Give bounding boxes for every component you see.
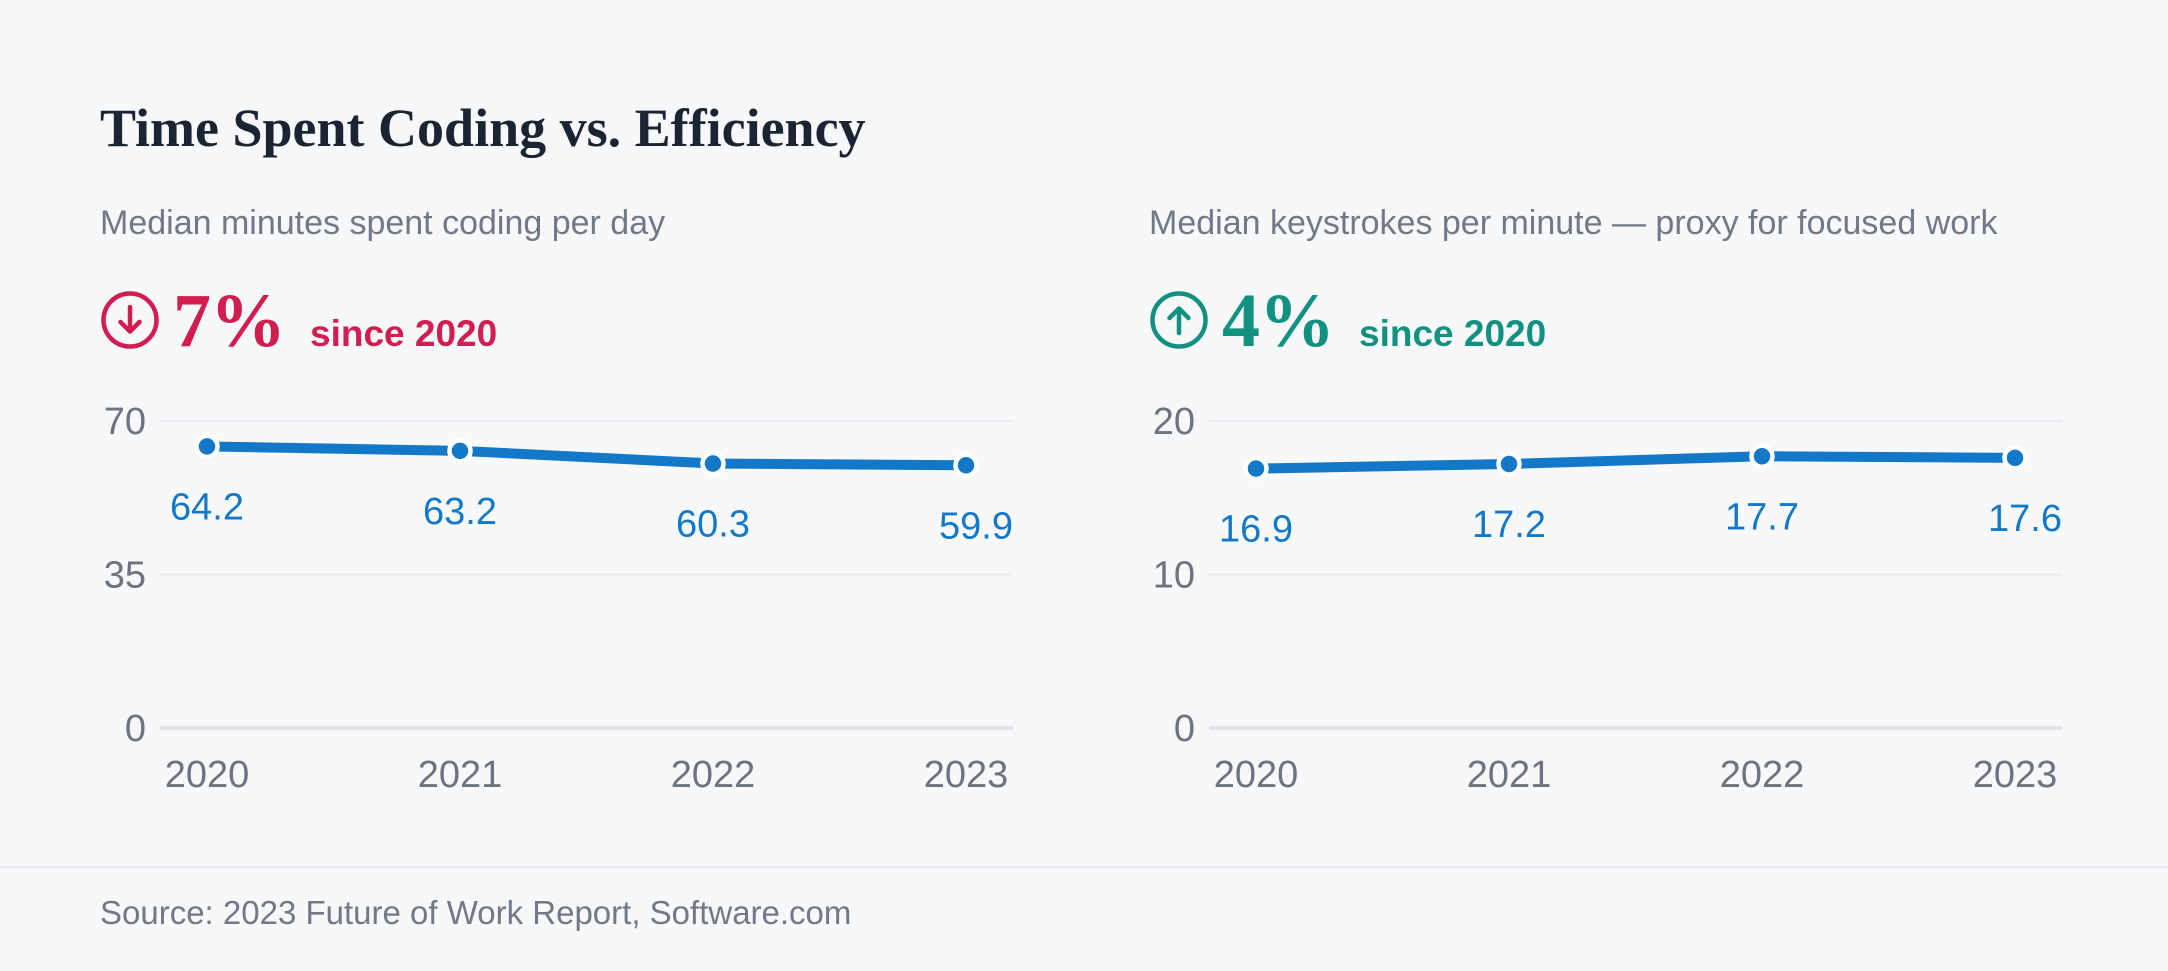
x-tick-label: 2022	[671, 754, 756, 796]
data-point	[1749, 443, 1775, 470]
data-point	[447, 438, 473, 464]
data-point-label: 64.2	[170, 486, 244, 528]
data-point-label: 59.9	[939, 505, 1013, 547]
stat-value: 7%	[173, 278, 286, 363]
chart-subtitle: Median keystrokes per minute — proxy for…	[1149, 203, 1998, 242]
x-tick-label: 2023	[1973, 754, 2058, 796]
data-point	[953, 452, 979, 479]
divider	[0, 865, 2168, 868]
circle-arrow-down-icon	[100, 290, 160, 350]
chart-panel-keystrokes: Median keystrokes per minute — proxy for…	[1149, 201, 2068, 798]
stat-row: 4% since 2020	[1149, 278, 2068, 363]
line-chart-minutes: 70 35 0 2020 2021 2022 2023 64.2 63.2 60.3 59.9	[104, 401, 1013, 796]
data-point-label: 63.2	[423, 491, 497, 533]
x-tick-label: 2021	[1467, 754, 1552, 796]
y-tick-label: 10	[1153, 554, 1195, 596]
footer: Source: 2023 Future of Work Report, Soft…	[0, 894, 2168, 932]
line-chart-keystrokes: 20 10 0 2020 2021 2022 2023 16.9 17.2 17.7 17.6	[1153, 401, 2062, 796]
x-tick-label: 2021	[418, 754, 503, 796]
charts-grid: Median minutes spent coding per day 7% s…	[100, 201, 2068, 798]
chart-panel-minutes: Median minutes spent coding per day 7% s…	[100, 201, 1019, 798]
page-title: Time Spent Coding vs. Efficiency	[100, 98, 866, 158]
stat-caption: since 2020	[310, 312, 498, 354]
y-tick-label: 35	[104, 554, 146, 596]
source-text: Source: 2023 Future of Work Report, Soft…	[100, 893, 852, 931]
data-point-label: 60.3	[676, 504, 750, 546]
stat-value: 4%	[1222, 278, 1335, 363]
series-line	[1251, 451, 2020, 474]
data-point	[700, 450, 726, 477]
data-point-label: 16.9	[1219, 509, 1293, 551]
y-tick-label: 0	[1174, 708, 1195, 750]
data-point-label: 17.2	[1472, 504, 1546, 546]
chart-subtitle: Median minutes spent coding per day	[100, 203, 666, 242]
series-line	[202, 441, 971, 471]
x-tick-label: 2022	[1720, 754, 1805, 796]
y-tick-label: 70	[104, 401, 146, 443]
page: Time Spent Coding vs. Efficiency Median …	[0, 96, 2168, 798]
x-tick-label: 2023	[924, 754, 1009, 796]
y-tick-label: 20	[1153, 401, 1195, 443]
data-point	[1496, 451, 1522, 477]
data-point	[1243, 455, 1269, 482]
stat-row: 7% since 2020	[100, 278, 1019, 363]
data-point-label: 17.6	[1988, 498, 2062, 540]
data-point-label: 17.7	[1725, 496, 1799, 538]
stat-caption: since 2020	[1359, 312, 1547, 354]
data-point	[2002, 445, 2028, 471]
y-tick-label: 0	[125, 708, 146, 750]
circle-arrow-up-icon	[1149, 290, 1209, 350]
x-tick-label: 2020	[165, 754, 250, 796]
data-point	[194, 433, 220, 460]
x-tick-label: 2020	[1214, 754, 1299, 796]
